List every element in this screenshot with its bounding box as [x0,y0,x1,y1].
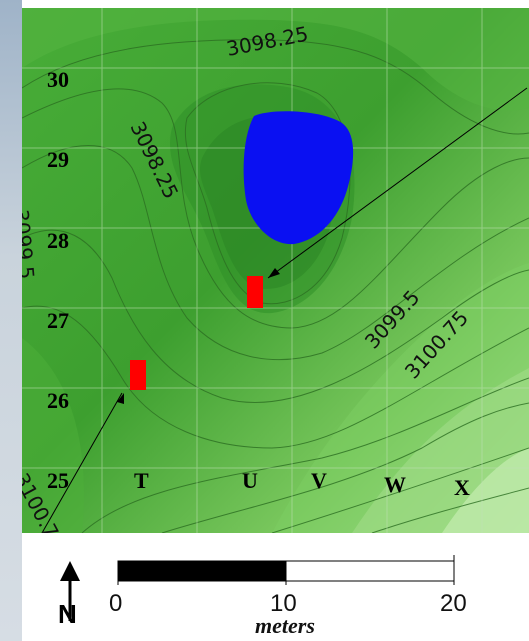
column-label-w: W [384,472,406,497]
north-arrow: N [58,561,80,629]
map-frame: 30 29 28 27 26 25 T U V W X 3098.25 3098… [22,8,529,533]
contour-lines [22,39,529,533]
scale-units: meters [255,613,315,638]
pond [243,111,354,245]
pointer-arrowhead-2 [117,393,124,404]
marker-t-26 [130,360,146,390]
map-canvas: 30 29 28 27 26 25 T U V W X 3098.25 3098… [22,8,529,533]
row-label-26: 26 [47,388,69,413]
column-label-t: T [134,468,149,493]
scale-tick-10: 10 [270,590,297,617]
pointer-arrowhead-1 [268,268,280,278]
scale-bar-empty [285,560,455,582]
row-label-27: 27 [47,308,69,333]
row-label-25: 25 [47,468,69,493]
row-label-29: 29 [47,147,69,172]
scale-bar-filled [117,560,287,582]
scale-bar [117,555,455,585]
pointer-line-1 [267,87,528,279]
legend-area: N 0 10 20 meters [58,555,467,638]
scale-tick-0: 0 [109,590,122,617]
scale-tick-20: 20 [440,590,467,617]
north-label: N [58,599,77,629]
column-label-v: V [311,468,327,493]
column-label-x: X [454,475,470,500]
column-label-u: U [242,468,258,493]
pointer-line-2 [41,392,123,533]
contour-label-edge-left: 3099.5 [22,208,39,280]
north-arrow-icon [60,561,80,581]
marker-u-27 [247,276,263,308]
row-label-30: 30 [47,67,69,92]
row-label-28: 28 [47,228,69,253]
